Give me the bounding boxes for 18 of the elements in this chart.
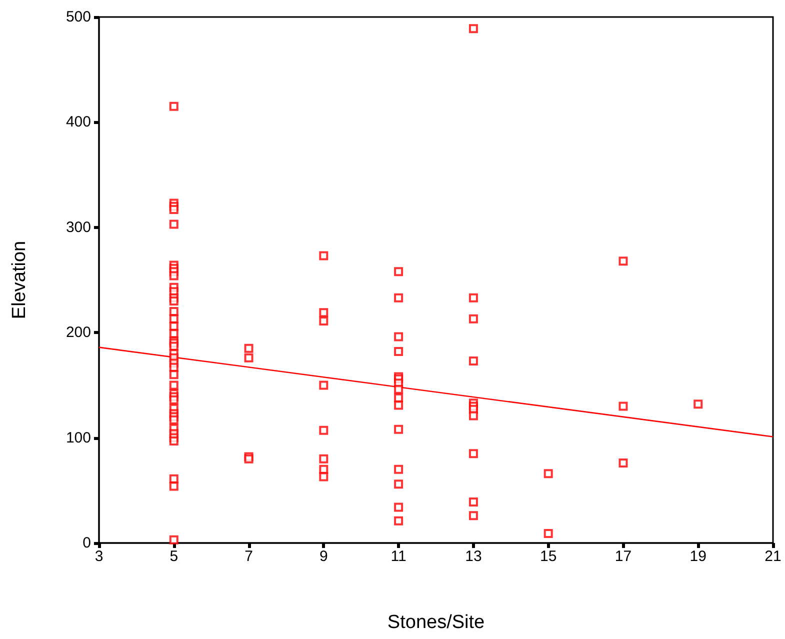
y-tick-label: 400: [66, 114, 91, 131]
x-tick-label: 21: [764, 548, 782, 565]
x-tick-label: 11: [390, 548, 406, 565]
y-tick-label: 300: [66, 218, 91, 236]
y-axis-title: Elevation: [9, 240, 30, 320]
y-tick-label: 100: [66, 429, 91, 446]
x-tick-label: 17: [614, 548, 632, 565]
x-tick-label: 7: [244, 548, 253, 565]
x-tick-label: 15: [540, 548, 557, 565]
x-tick-label: 13: [465, 548, 482, 565]
x-tick-label: 9: [319, 548, 328, 565]
x-tick-label: 3: [94, 548, 104, 565]
x-tick-label: 5: [170, 548, 178, 565]
y-tick-label: 0: [82, 534, 91, 552]
y-tick-label: 200: [66, 324, 91, 342]
y-tick-label: 500: [66, 8, 91, 26]
x-axis-title: Stones/Site: [387, 612, 485, 633]
x-tick-label: 19: [690, 548, 706, 565]
